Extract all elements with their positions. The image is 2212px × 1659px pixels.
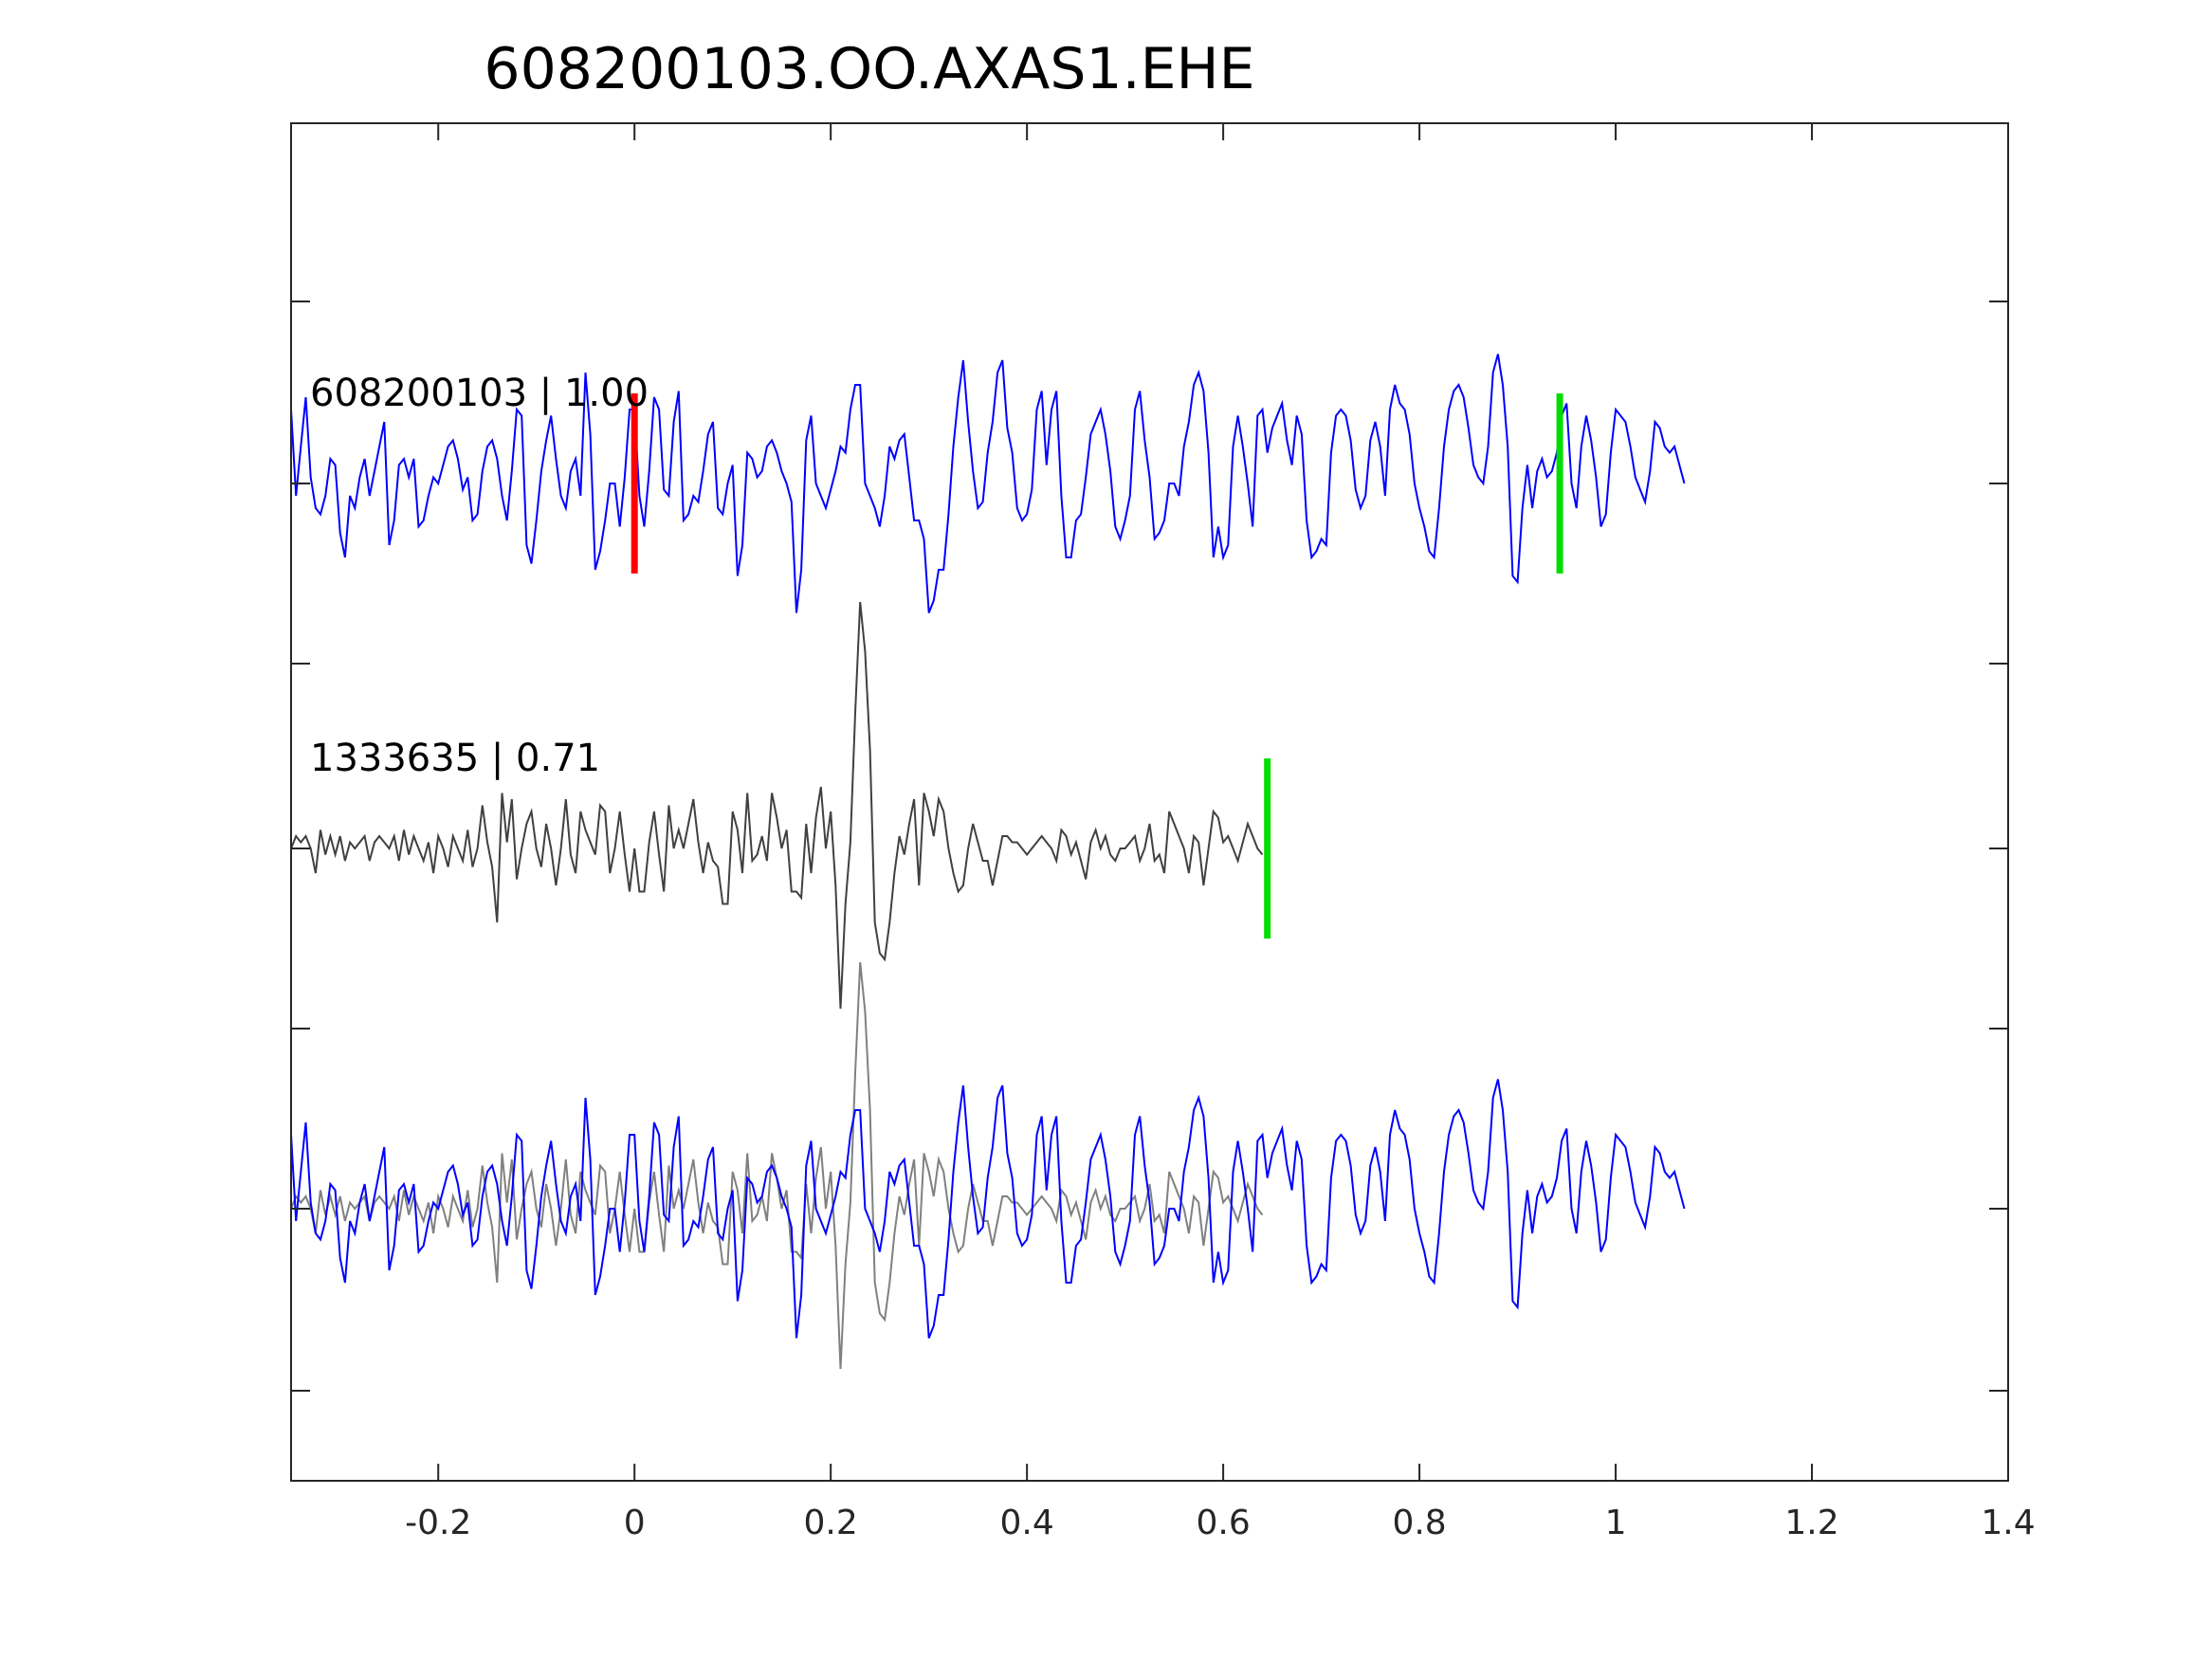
plot-area: 608200103 | 1.00 1333635 | 0.71 <box>290 354 1686 1370</box>
trace-label-2: 1333635 | 0.71 <box>310 737 600 780</box>
axes-box <box>290 122 2009 1482</box>
detection-trace <box>290 601 1264 1010</box>
x-axis-ticks: -0.2 0 0.2 0.4 0.6 0.8 1 1.2 1.4 <box>405 123 2036 1542</box>
x-tick-label: 1.4 <box>1981 1504 2035 1542</box>
overlay-detection-trace <box>290 961 1264 1370</box>
x-tick-label: 1.2 <box>1784 1504 1838 1542</box>
x-tick-label: 0 <box>624 1504 646 1542</box>
template-trace <box>290 354 1686 613</box>
trace-label-1: 608200103 | 1.00 <box>310 372 649 415</box>
x-tick-label: 0.8 <box>1392 1504 1446 1542</box>
x-tick-label: 0.6 <box>1196 1504 1250 1542</box>
x-tick-label: 1 <box>1605 1504 1627 1542</box>
axes-frame <box>290 122 2009 1482</box>
x-tick-label: 0.2 <box>804 1504 858 1542</box>
overlay-template-trace <box>290 1079 1686 1339</box>
chart-title: 608200103.OO.AXAS1.EHE <box>484 36 1254 102</box>
x-tick-label: 0.4 <box>1000 1504 1054 1542</box>
x-tick-label: -0.2 <box>405 1504 471 1542</box>
